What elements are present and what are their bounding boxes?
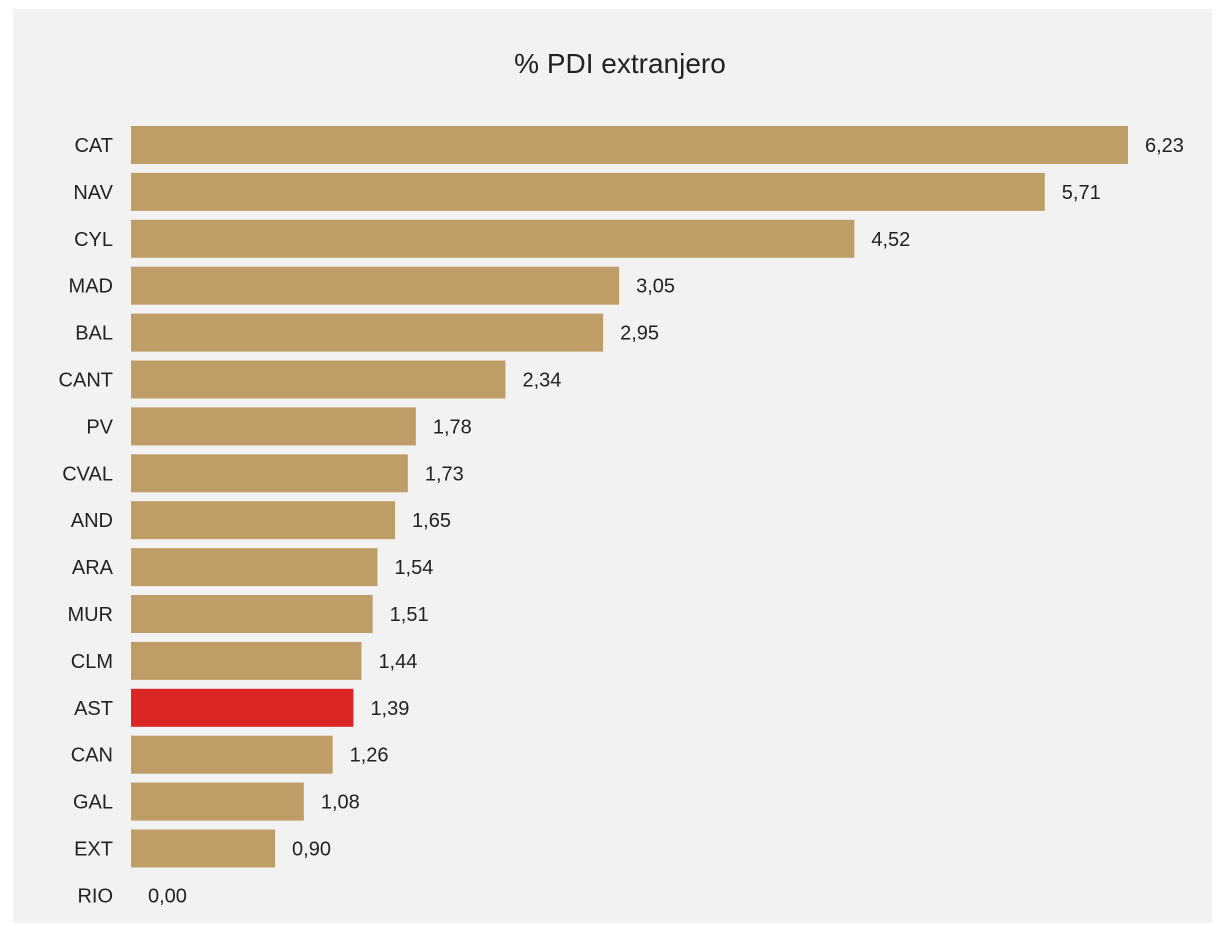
- bar-nav: [131, 172, 1045, 211]
- category-label: MAD: [69, 276, 113, 298]
- category-label: CLM: [71, 651, 113, 673]
- value-label: 1,78: [433, 416, 472, 438]
- value-label: 1,51: [390, 604, 429, 626]
- category-label: NAV: [73, 182, 113, 204]
- category-label: CAT: [74, 135, 113, 157]
- category-label: AND: [71, 510, 113, 532]
- value-label: 1,26: [350, 745, 389, 767]
- value-label: 0,00: [148, 885, 187, 907]
- bar-mad: [131, 266, 620, 305]
- category-label: CVAL: [62, 463, 113, 485]
- value-label: 6,23: [1145, 135, 1184, 157]
- value-label: 1,73: [425, 463, 464, 485]
- bar-and: [131, 501, 396, 540]
- bar-cant: [131, 360, 506, 399]
- value-label: 1,54: [394, 557, 433, 579]
- value-label: 1,39: [370, 698, 409, 720]
- category-label: MUR: [67, 604, 113, 626]
- value-label: 3,05: [636, 276, 675, 298]
- bar-ext: [131, 829, 276, 868]
- value-label: 4,52: [871, 229, 910, 251]
- value-label: 0,90: [292, 839, 331, 861]
- bar-cval: [131, 454, 408, 493]
- bar-cat: [131, 126, 1128, 164]
- category-label: EXT: [74, 839, 113, 861]
- value-label: 2,95: [620, 323, 659, 345]
- value-labels: 6,23 5,71 4,52 3,05 2,95 2,34 1,78 1,73 1,65 1,54…: [148, 135, 1184, 907]
- bar-mur: [131, 595, 373, 633]
- value-label: 2,34: [522, 370, 561, 392]
- category-label: RIO: [77, 885, 113, 907]
- chart-title: % PDI extranjero: [514, 48, 726, 79]
- value-label: 1,44: [378, 651, 417, 673]
- bar-ara: [131, 548, 378, 587]
- category-label: GAL: [73, 792, 113, 814]
- bar-pv: [131, 407, 416, 446]
- category-labels: CAT NAV CYL MAD BAL CANT PV CVAL AND ARA MUR CLM AST…: [59, 135, 114, 907]
- category-label: CAN: [71, 745, 113, 767]
- bar-cyl: [131, 219, 855, 258]
- category-label: ARA: [72, 557, 114, 579]
- bar-bal: [131, 313, 604, 352]
- category-label: BAL: [75, 323, 113, 345]
- bar-gal: [131, 782, 304, 821]
- bar-can: [131, 735, 333, 774]
- category-label: CANT: [59, 370, 113, 392]
- value-label: 5,71: [1062, 182, 1101, 204]
- value-label: 1,08: [321, 792, 360, 814]
- category-label: CYL: [74, 229, 113, 251]
- category-label: PV: [86, 416, 113, 438]
- value-label: 1,65: [412, 510, 451, 532]
- bars-group: [131, 126, 1128, 868]
- bar-clm: [131, 641, 362, 680]
- category-label: AST: [74, 698, 113, 720]
- bar-ast: [131, 688, 354, 727]
